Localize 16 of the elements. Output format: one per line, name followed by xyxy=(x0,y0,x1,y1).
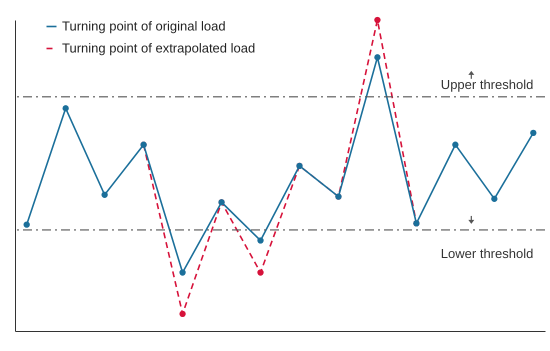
point xyxy=(179,310,186,318)
legend-label: Turning point of extrapolated load xyxy=(62,40,256,56)
ref-line-label: Upper threshold xyxy=(440,76,534,92)
point xyxy=(62,105,69,112)
point xyxy=(452,142,459,148)
point xyxy=(374,16,381,24)
point xyxy=(101,192,108,198)
ref-line-label: Lower threshold xyxy=(440,246,534,261)
legend-label: Turning point of original load xyxy=(62,18,226,34)
point xyxy=(374,54,381,60)
point xyxy=(257,237,264,244)
point xyxy=(530,130,536,136)
point xyxy=(24,221,30,228)
point xyxy=(491,196,498,202)
point xyxy=(257,269,264,276)
point xyxy=(179,269,186,276)
